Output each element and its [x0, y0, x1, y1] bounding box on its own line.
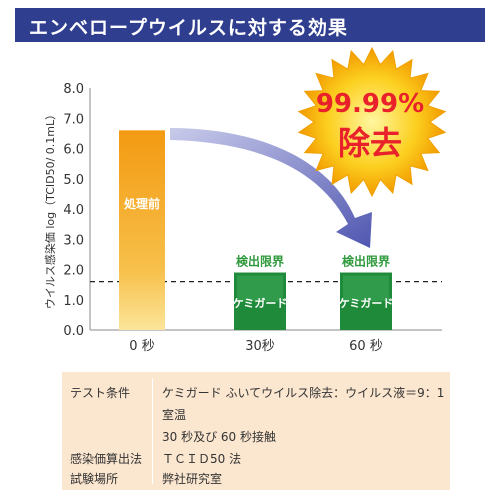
y-tick-label: 0.0	[63, 324, 84, 339]
panel-divider	[152, 378, 153, 484]
condition-value: 室温	[162, 408, 187, 422]
detection-limit-label: 検出限界	[236, 254, 284, 269]
bar-label: ケミガード	[339, 296, 394, 310]
chart: 0.0 1.0 2.0 3.0 4.0 5.0 6.0 7.0 8.0 ウイルス感染価 log（T…	[43, 46, 447, 354]
page-title: エンベロープウイルスに対する効果	[29, 17, 348, 39]
y-tick-label: 1.0	[63, 294, 84, 309]
burst-removal: 除去	[338, 124, 402, 162]
bar-shine	[343, 275, 389, 302]
condition-value: 弊社研究室	[162, 472, 223, 486]
burst-percent: 99.99%	[316, 89, 424, 119]
x-tick-label: 0 秒	[129, 339, 154, 354]
y-axis-title: ウイルス感染価 log（TCID50/ 0.1mL）	[43, 109, 57, 309]
y-tick-label: 7.0	[63, 112, 84, 127]
x-tick-label: 60 秒	[349, 339, 383, 354]
y-tick-label: 5.0	[63, 173, 84, 188]
decrease-arrow	[170, 128, 372, 248]
condition-value: ＴＣＩＤ50 法	[162, 452, 242, 466]
y-tick-label: 8.0	[63, 82, 84, 97]
bar-before	[119, 130, 165, 330]
y-tick-label: 3.0	[63, 233, 84, 248]
y-tick-label: 4.0	[63, 203, 84, 218]
y-tick-label: 6.0	[63, 143, 84, 158]
x-tick-label: 30秒	[245, 339, 275, 354]
title-bar: エンベロープウイルスに対する効果	[15, 8, 485, 42]
starburst: 99.99% 除去	[297, 46, 447, 198]
bar-label: 処理前	[123, 196, 160, 211]
condition-value: ケミガード ふいてウイルス除去：ウイルス液＝9：1	[162, 386, 445, 400]
condition-label: テスト条件	[70, 386, 131, 400]
condition-label: 試験場所	[70, 472, 119, 486]
bar-label: ケミガード	[233, 296, 288, 310]
test-conditions-panel: テスト条件 ケミガード ふいてウイルス除去：ウイルス液＝9：1 室温 30 秒及…	[62, 372, 450, 490]
condition-label: 感染価算出法	[70, 452, 143, 466]
detection-limit-label: 検出限界	[342, 254, 390, 269]
bar-shine	[237, 275, 283, 302]
y-tick-label: 2.0	[63, 264, 84, 279]
condition-value: 30 秒及び 60 秒接触	[162, 430, 276, 444]
